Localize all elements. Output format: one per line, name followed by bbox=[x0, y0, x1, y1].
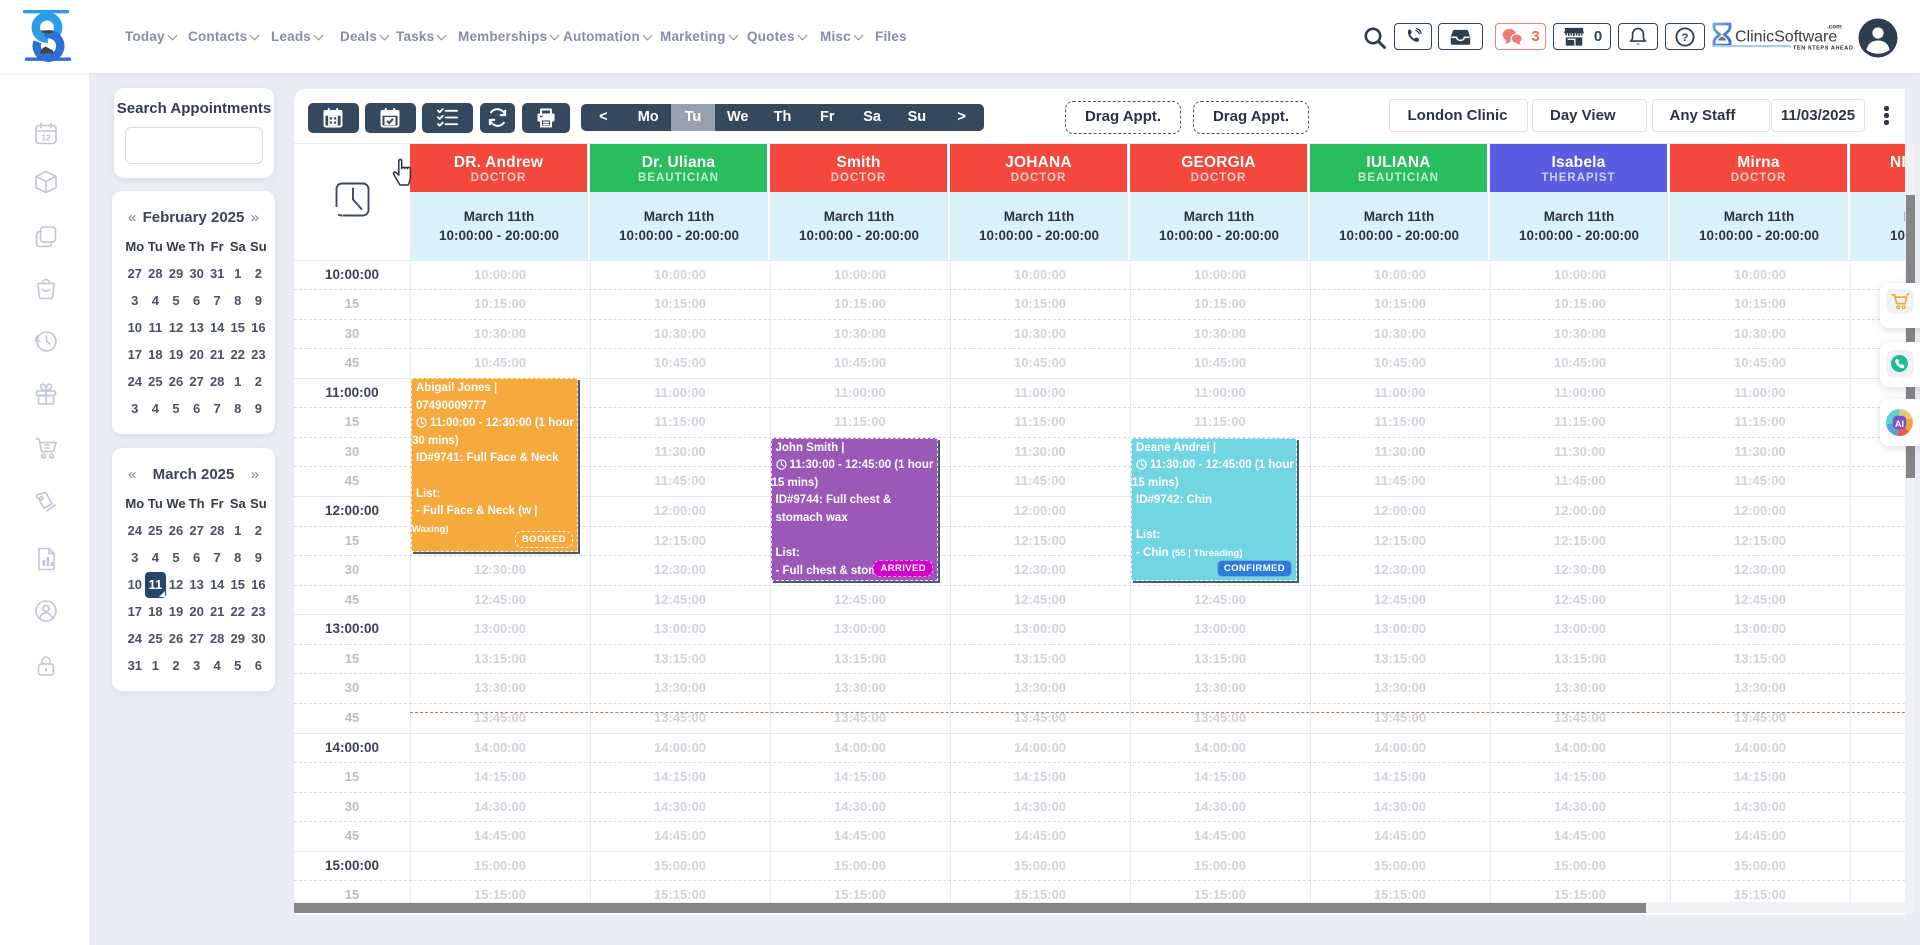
svg-text:.com: .com bbox=[1827, 24, 1842, 31]
svg-text:AI: AI bbox=[1895, 419, 1904, 429]
svg-text:ClinicSoftware: ClinicSoftware bbox=[1735, 29, 1837, 46]
svg-text:?: ? bbox=[1682, 32, 1689, 44]
svg-text:12: 12 bbox=[41, 133, 51, 143]
svg-text:TEN STEPS AHEAD: TEN STEPS AHEAD bbox=[1793, 46, 1853, 52]
